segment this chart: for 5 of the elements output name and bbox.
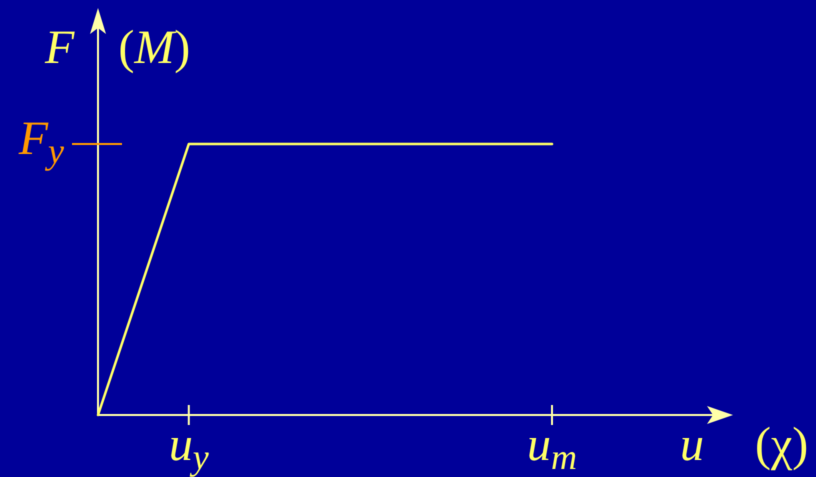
x-axis-title: u (χ) (680, 418, 808, 471)
annotation: F$_{y}$ (18, 112, 64, 171)
x-tick-label: u$_{m}$ (527, 418, 577, 477)
y-axis-title: F (M) (44, 21, 190, 74)
x-tick-label: u$_{y}$ (168, 418, 209, 477)
